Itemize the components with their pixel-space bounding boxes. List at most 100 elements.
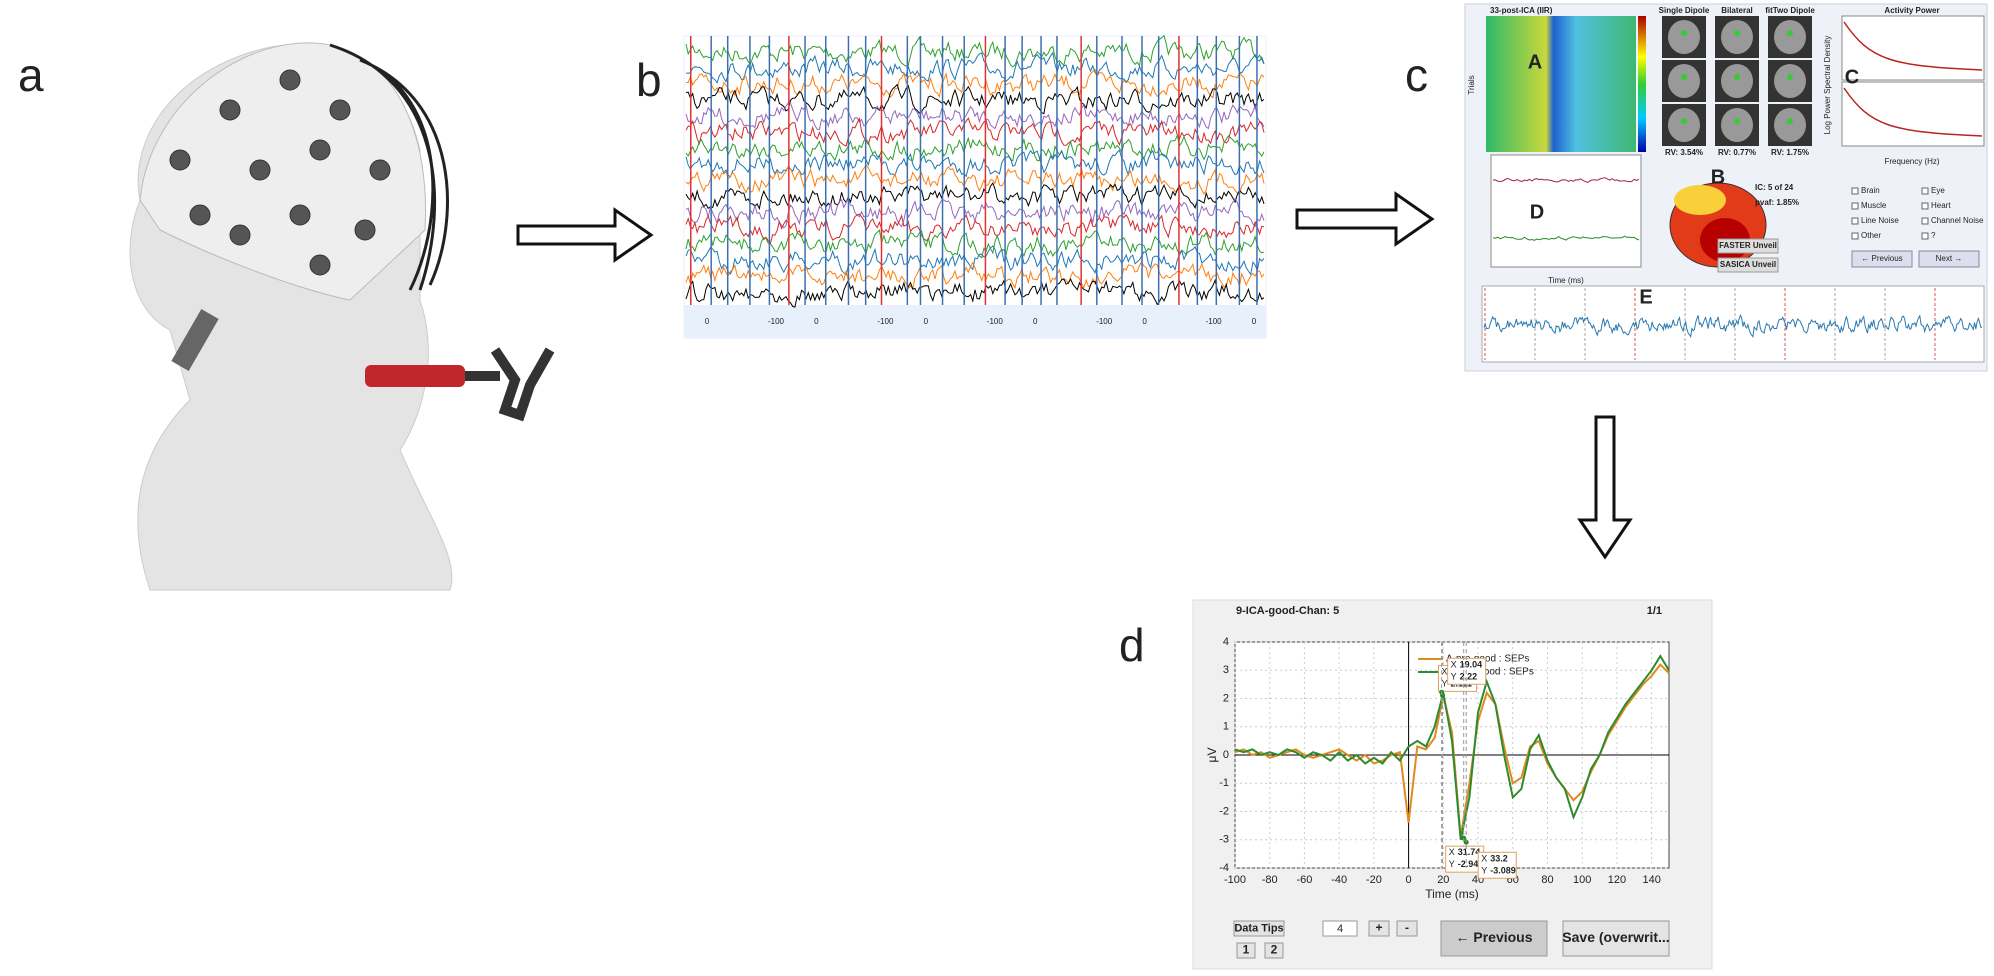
- eeg-trace: [685, 164, 1265, 196]
- brain: [1668, 108, 1700, 142]
- button-label: ← Previous: [1861, 254, 1902, 263]
- checkbox-label: Line Noise: [1861, 216, 1899, 225]
- pvaf-label: pvaf: 1.85%: [1755, 198, 1799, 207]
- button[interactable]: [1236, 942, 1256, 959]
- dipole: [1681, 118, 1687, 124]
- trace-plot: [1490, 154, 1642, 268]
- y-tick-label: 2: [1223, 692, 1229, 704]
- button[interactable]: [1264, 942, 1284, 959]
- x-tick-label: -100: [1206, 317, 1223, 326]
- checkbox[interactable]: [1851, 202, 1859, 210]
- rv-label: RV: 0.77%: [1718, 148, 1756, 157]
- brain: [1721, 108, 1753, 142]
- button[interactable]: [1851, 250, 1913, 268]
- dipole: [1681, 74, 1687, 80]
- button[interactable]: [1717, 238, 1779, 254]
- y-tick-label: -4: [1219, 862, 1229, 874]
- button-label: FASTER Unveil: [1719, 241, 1777, 250]
- checkbox[interactable]: [1921, 232, 1929, 240]
- checkbox[interactable]: [1851, 232, 1859, 240]
- legend-label: A-post-good : SEPs: [1446, 667, 1534, 678]
- button[interactable]: [1562, 920, 1670, 957]
- button[interactable]: [1440, 920, 1548, 957]
- dipole: [1734, 118, 1740, 124]
- power-curve: [1843, 21, 1983, 71]
- y-tick-label: -1: [1219, 777, 1229, 789]
- colorbar: [1638, 16, 1646, 152]
- dipole: [1734, 30, 1740, 36]
- brain: [1774, 20, 1806, 54]
- eeg-trace: [1492, 177, 1640, 183]
- eeg-trace: [685, 277, 1265, 308]
- dipole: [1787, 74, 1793, 80]
- datatip-value: -3.089: [1490, 866, 1516, 876]
- x-tick-label: 100: [1573, 874, 1591, 886]
- checkbox-label: Brain: [1861, 186, 1880, 195]
- topomap-edge: [1674, 185, 1726, 215]
- eeg-trace: [685, 102, 1265, 131]
- datatip-value: 2.22: [1460, 672, 1478, 682]
- y-tick-label: 1: [1223, 721, 1229, 733]
- button-label: 1: [1243, 943, 1250, 957]
- dipole: [1787, 118, 1793, 124]
- button-label: SASICA Unveil: [1720, 260, 1776, 269]
- datatip-prefix: Y: [1449, 860, 1455, 870]
- checkbox[interactable]: [1921, 202, 1929, 210]
- x-tick-label: -40: [1331, 874, 1347, 886]
- power-plot: [1841, 15, 1985, 81]
- y-tick-label: -2: [1219, 805, 1229, 817]
- checkbox[interactable]: [1921, 217, 1929, 225]
- power-curve: [1843, 87, 1983, 137]
- eeg-trace: [685, 182, 1265, 211]
- eeg-trace: [685, 229, 1265, 259]
- x-tick-label: -20: [1366, 874, 1382, 886]
- button[interactable]: [1396, 920, 1418, 937]
- datatip-prefix: Y: [1442, 679, 1448, 689]
- checkbox[interactable]: [1921, 187, 1929, 195]
- datatip-point: [1463, 839, 1469, 845]
- x-tick-label: 0: [814, 317, 819, 326]
- panel-b-axis: [684, 305, 1266, 338]
- panel-label: a: [18, 49, 44, 101]
- brain: [1774, 64, 1806, 98]
- datatip-prefix: Y: [1451, 672, 1457, 682]
- panel-label: b: [636, 54, 662, 106]
- datatip-x: X 33.2: [1481, 854, 1508, 864]
- panel-letter: A: [1528, 51, 1542, 73]
- panel-letter: D: [1530, 201, 1544, 223]
- axis-label: Trials: [1467, 75, 1476, 94]
- datatip-prefix: X: [1451, 660, 1457, 670]
- datatip-value: 33.2: [1490, 854, 1508, 864]
- button[interactable]: [1918, 250, 1980, 268]
- button-label: Next →: [1936, 254, 1963, 263]
- button-label: +: [1375, 921, 1382, 935]
- eeg-plot: [1481, 285, 1985, 363]
- y-axis-label: μV: [1205, 748, 1219, 763]
- x-tick-label: -100: [1224, 874, 1246, 886]
- checkbox[interactable]: [1851, 217, 1859, 225]
- series-line: [1234, 654, 1670, 841]
- x-axis-label: Time (ms): [1425, 887, 1479, 901]
- datatip-prefix: X: [1442, 667, 1448, 677]
- button-label: 2: [1271, 943, 1278, 957]
- button[interactable]: [1368, 920, 1390, 937]
- ic-label: IC: 5 of 24: [1755, 183, 1794, 192]
- chart-title: 9-ICA-good-Chan: 5: [1236, 605, 1339, 617]
- panel-label: c: [1405, 49, 1428, 101]
- datatip-y: Y 2.22: [1451, 672, 1478, 682]
- dipole-title: Single Dipole: [1659, 6, 1710, 15]
- input-box[interactable]: [1322, 920, 1358, 937]
- x-tick-label: -100: [877, 317, 894, 326]
- dipole: [1681, 30, 1687, 36]
- y-tick-label: 0: [1223, 749, 1229, 761]
- y-tick-label: 4: [1223, 636, 1229, 648]
- panel-letter: E: [1639, 286, 1652, 308]
- axis-label: Time (ms): [1548, 276, 1584, 285]
- dipole: [1787, 30, 1793, 36]
- x-tick-label: 0: [1406, 874, 1412, 886]
- checkbox[interactable]: [1851, 187, 1859, 195]
- button[interactable]: [1717, 257, 1779, 273]
- button-label: Save (overwrit...: [1562, 929, 1669, 945]
- x-tick-label: -80: [1262, 874, 1278, 886]
- button[interactable]: [1233, 920, 1285, 937]
